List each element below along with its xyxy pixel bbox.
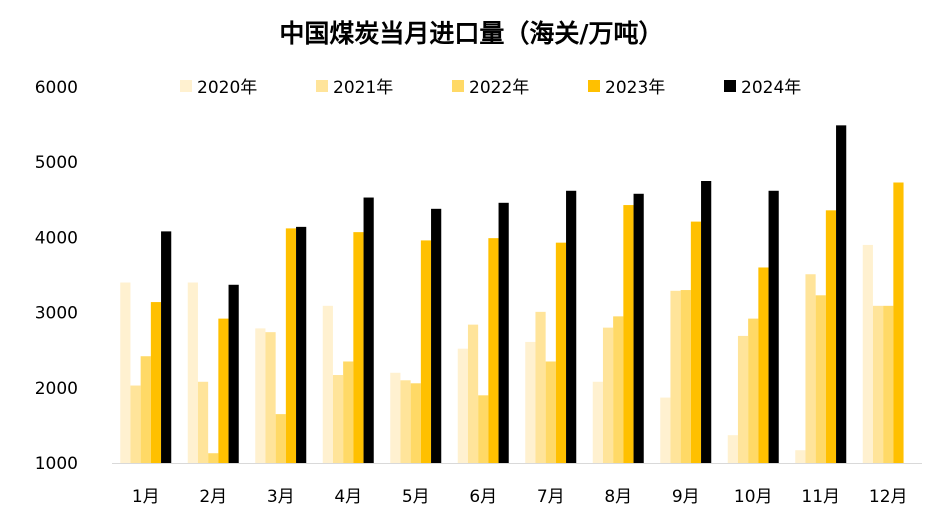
legend-swatch — [316, 80, 328, 92]
legend-label: 2022年 — [469, 78, 529, 98]
bar — [613, 316, 624, 463]
legend-swatch — [588, 80, 600, 92]
legend: 2020年 2021年 2022年 2023年 2024年 — [180, 78, 801, 98]
bar — [150, 302, 162, 463]
bar — [535, 311, 546, 463]
legend-item: 2024年 — [724, 78, 801, 98]
y-tick-label: 3000 — [35, 304, 78, 324]
legend-swatch — [724, 80, 736, 92]
x-axis: 1月 2月 3月 4月 5月 6月 7月 8月 9月 10月 11月 12月 — [112, 463, 922, 507]
bar — [680, 290, 691, 463]
x-tick-label: 12月 — [869, 487, 908, 507]
x-tick-label: 4月 — [334, 487, 362, 507]
bar — [727, 435, 738, 463]
bar — [353, 232, 364, 463]
legend-label: 2023年 — [605, 78, 665, 98]
bar — [701, 181, 712, 463]
y-tick-label: 6000 — [35, 78, 78, 98]
x-tick-label: 5月 — [402, 487, 430, 507]
bar — [390, 372, 401, 463]
bar — [478, 395, 489, 463]
bar — [255, 328, 266, 463]
bar — [322, 305, 333, 463]
legend-label: 2020年 — [197, 78, 257, 98]
legend-label: 2024年 — [741, 78, 801, 98]
bar — [690, 221, 702, 463]
bar — [488, 238, 499, 463]
x-tick-label: 10月 — [734, 487, 773, 507]
bar — [545, 361, 556, 463]
bar — [363, 197, 374, 464]
y-tick-label: 5000 — [35, 153, 78, 173]
bar — [748, 318, 759, 463]
bar — [187, 282, 198, 463]
legend-item: 2020年 — [180, 78, 257, 98]
bar — [737, 335, 749, 463]
x-tick-label: 7月 — [537, 487, 565, 507]
bar — [197, 381, 209, 463]
bars — [120, 125, 904, 464]
bar — [555, 242, 567, 463]
bar — [332, 375, 344, 463]
bar — [218, 318, 229, 463]
x-tick-label: 3月 — [267, 487, 295, 507]
bar — [343, 361, 354, 463]
bar — [633, 193, 644, 463]
bar — [670, 290, 681, 463]
bar — [228, 284, 239, 463]
bar — [623, 205, 634, 463]
x-tick-label: 1月 — [132, 487, 160, 507]
bar — [420, 240, 432, 463]
bar — [410, 383, 421, 463]
bar — [872, 305, 884, 463]
bar — [275, 414, 286, 463]
y-tick-label: 2000 — [35, 379, 78, 399]
y-axis: 1000 2000 3000 4000 5000 6000 — [35, 78, 78, 474]
bar — [296, 226, 307, 463]
bar — [285, 228, 297, 463]
bar — [825, 210, 837, 463]
legend-item: 2022年 — [452, 78, 529, 98]
x-tick-label: 8月 — [604, 487, 632, 507]
y-tick-label: 1000 — [35, 454, 78, 474]
bar — [862, 244, 873, 463]
y-tick-label: 4000 — [35, 228, 78, 248]
bar — [815, 295, 826, 463]
bar — [400, 380, 411, 463]
bar — [758, 267, 769, 463]
bar — [660, 397, 671, 463]
bar — [140, 356, 151, 463]
bar — [265, 332, 276, 463]
bar — [161, 231, 172, 463]
legend-swatch — [452, 80, 464, 92]
chart-title: 中国煤炭当月进口量（海关/万吨） — [279, 19, 664, 48]
bar — [525, 341, 536, 463]
bar — [457, 348, 468, 463]
bar — [795, 450, 806, 463]
bar — [602, 327, 614, 463]
bar — [768, 190, 779, 463]
bar — [120, 282, 131, 463]
bar — [566, 190, 577, 463]
bar — [498, 202, 509, 463]
legend-swatch — [180, 80, 192, 92]
legend-item: 2023年 — [588, 78, 665, 98]
bar — [883, 305, 894, 463]
bar — [893, 182, 904, 463]
bar — [130, 385, 141, 463]
bar — [805, 274, 816, 463]
x-tick-label: 2月 — [199, 487, 227, 507]
bar — [836, 125, 847, 463]
bar — [467, 324, 479, 463]
x-tick-label: 11月 — [801, 487, 840, 507]
bar — [431, 208, 442, 463]
legend-label: 2021年 — [333, 78, 393, 98]
bar — [592, 381, 603, 463]
bar — [208, 453, 219, 463]
legend-item: 2021年 — [316, 78, 393, 98]
x-tick-label: 6月 — [469, 487, 497, 507]
x-tick-label: 9月 — [672, 487, 700, 507]
